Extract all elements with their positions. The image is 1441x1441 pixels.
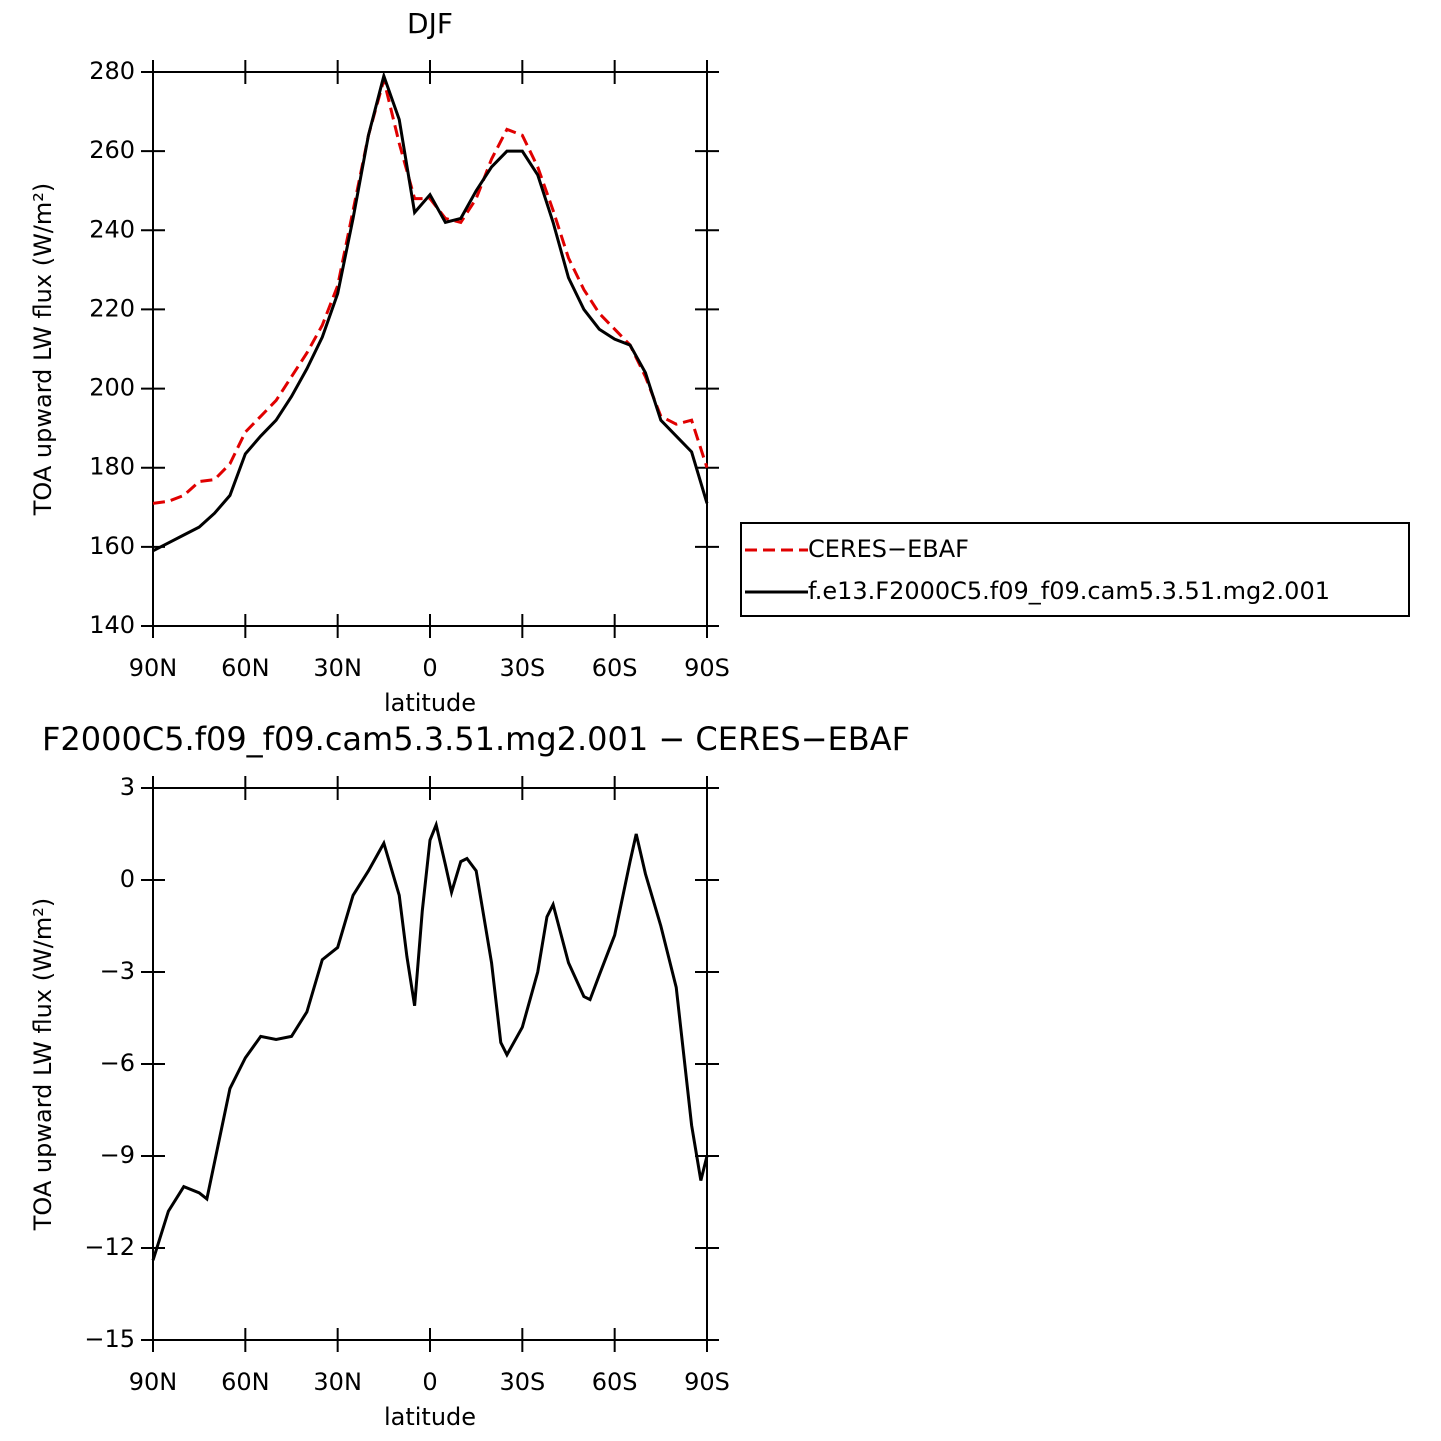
x-tick-label: 30N — [313, 654, 362, 682]
data-line — [151, 819, 709, 1261]
x-tick-label: 30S — [499, 1368, 545, 1396]
y-tick-label: 140 — [89, 611, 135, 639]
y-tick-label: −15 — [84, 1325, 135, 1353]
y-tick-label: 180 — [89, 453, 135, 481]
y-tick-label: −9 — [100, 1141, 135, 1169]
x-tick-label: 60S — [592, 1368, 638, 1396]
y-tick-label: −3 — [100, 957, 135, 985]
chart-title: F2000C5.f09_f09.cam5.3.51.mg2.001 − CERE… — [42, 720, 910, 758]
plot-frame — [152, 787, 708, 1341]
x-tick-label: 90N — [129, 1368, 178, 1396]
data-line — [152, 73, 709, 505]
y-tick-label: −12 — [84, 1233, 135, 1261]
y-tick-label: 3 — [120, 773, 135, 801]
x-tick-label: 0 — [422, 654, 437, 682]
y-tick-label: 280 — [89, 57, 135, 85]
y-tick-label: 0 — [120, 865, 135, 893]
chart-title: DJF — [407, 7, 453, 40]
x-tick-label: 30N — [313, 1368, 362, 1396]
y-tick-label: 220 — [89, 294, 135, 322]
y-tick-label: 240 — [89, 215, 135, 243]
data-line — [152, 70, 709, 553]
y-axis-label: TOA upward LW flux (W/m²) — [29, 898, 57, 1232]
x-tick-label: 60N — [221, 654, 270, 682]
y-tick-label: −6 — [100, 1049, 135, 1077]
y-axis-label: TOA upward LW flux (W/m²) — [29, 183, 57, 517]
x-tick-label: 60N — [221, 1368, 270, 1396]
x-tick-label: 90N — [129, 654, 178, 682]
x-tick-label: 90S — [684, 654, 730, 682]
x-axis-label: latitude — [384, 689, 476, 717]
x-tick-label: 90S — [684, 1368, 730, 1396]
x-tick-label: 30S — [499, 654, 545, 682]
legend-label: f.e13.F2000C5.f09_f09.cam5.3.51.mg2.001 — [808, 577, 1330, 605]
x-tick-label: 0 — [422, 1368, 437, 1396]
x-tick-label: 60S — [592, 654, 638, 682]
x-axis-label: latitude — [384, 1403, 476, 1431]
y-tick-label: 200 — [89, 374, 135, 402]
y-tick-label: 260 — [89, 136, 135, 164]
y-tick-label: 160 — [89, 532, 135, 560]
legend-box — [740, 522, 1410, 617]
legend-label: CERES−EBAF — [808, 535, 969, 563]
plot-frame — [152, 71, 708, 627]
